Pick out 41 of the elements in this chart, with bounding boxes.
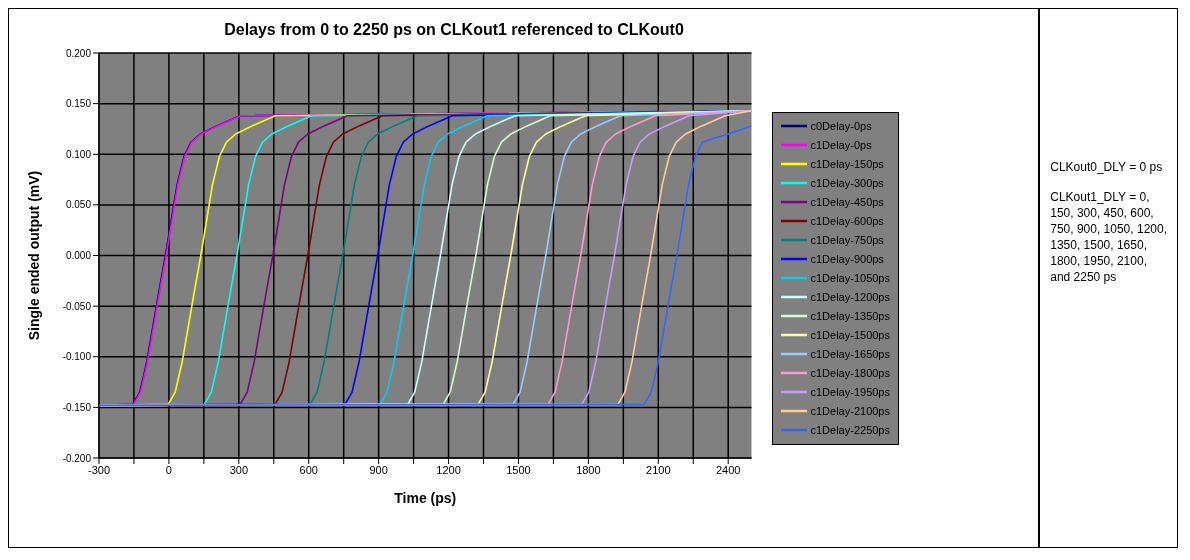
x-tick-label: -300: [87, 463, 111, 476]
legend-label: c1Delay-0ps: [810, 139, 872, 151]
y-axis-title: Single ended output (mV): [25, 170, 42, 341]
legend-label: c1Delay-1950ps: [810, 386, 890, 398]
legend-label: c0Delay-0ps: [810, 120, 872, 132]
x-tick-label: 1500: [506, 463, 531, 476]
y-tick-label: -0.050: [62, 300, 92, 312]
y-tick-label: 0.100: [65, 148, 92, 160]
legend-label: c1Delay-1350ps: [810, 310, 890, 322]
x-tick-label: 2400: [715, 463, 741, 476]
x-tick-label: 2100: [646, 463, 671, 476]
chart-title: Delays from 0 to 2250 ps on CLKout1 referenced to CLKout0: [223, 21, 685, 39]
x-tick-label: 300: [229, 463, 248, 476]
text: CLKout1_DLY = 0, 150, 300, 450, 600, 750, 900, 1050, 1200, 1350, 1500, 1650, 1800, 1950, 2100, and 2250 ps: [1050, 189, 1167, 285]
legend-label: c1Delay-150ps: [810, 158, 884, 170]
x-tick-label: 900: [369, 463, 388, 476]
x-tick-label: 600: [299, 463, 318, 476]
y-tick-label: 0.050: [65, 199, 92, 211]
legend-label: c1Delay-2250ps: [810, 424, 890, 436]
legend-label: c1Delay-1650ps: [810, 348, 890, 360]
legend-label: c1Delay-1800ps: [810, 367, 890, 379]
legend-label: c1Delay-1200ps: [810, 291, 890, 303]
y-tick-label: 0.000: [65, 250, 92, 262]
legend-label: c1Delay-900ps: [810, 253, 884, 265]
legend-label: c1Delay-450ps: [810, 196, 884, 208]
legend-label: c1Delay-1050ps: [810, 272, 890, 284]
x-tick-label: 0: [165, 463, 172, 476]
x-tick-label: 1800: [576, 463, 601, 476]
legend-label: c1Delay-1500ps: [810, 329, 890, 341]
x-axis-title: Time (ps): [394, 490, 457, 506]
legend-label: c1Delay-2100ps: [810, 405, 890, 417]
y-tick-label: -0.200: [62, 452, 92, 464]
y-tick-label: -0.150: [62, 401, 92, 413]
y-tick-label: 0.150: [65, 98, 92, 110]
y-tick-label: 0.200: [65, 47, 92, 59]
x-tick-label: 1200: [436, 463, 461, 476]
legend-label: c1Delay-300ps: [810, 177, 884, 189]
y-tick-label: -0.100: [62, 351, 92, 363]
text: CLKout0_DLY = 0 ps: [1050, 159, 1164, 175]
legend-label: c1Delay-750ps: [810, 234, 884, 246]
legend-label: c1Delay-600ps: [810, 215, 884, 227]
